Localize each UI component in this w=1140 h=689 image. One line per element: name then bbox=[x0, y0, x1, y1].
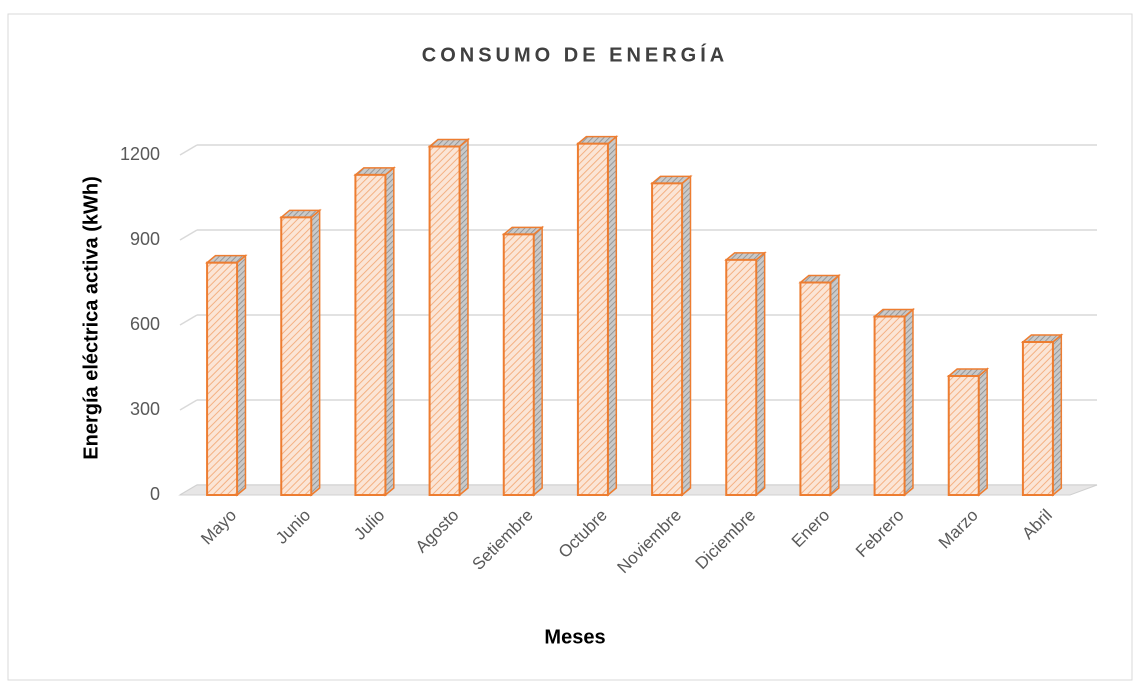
bar-side bbox=[533, 225, 543, 497]
bar-side bbox=[903, 307, 914, 497]
bar-side bbox=[755, 251, 766, 497]
chart-title: CONSUMO DE ENERGÍA bbox=[422, 43, 728, 66]
bar bbox=[1021, 341, 1054, 496]
bar bbox=[428, 145, 461, 496]
chart-border bbox=[7, 13, 1133, 681]
bar bbox=[947, 375, 980, 496]
bar bbox=[206, 261, 239, 496]
grid-line bbox=[179, 144, 198, 156]
grid-line bbox=[179, 229, 198, 241]
bar bbox=[354, 173, 387, 496]
bar bbox=[651, 182, 684, 496]
bar-side bbox=[236, 254, 247, 497]
y-axis-label: Energía eléctrica activa (kWh) bbox=[80, 176, 102, 459]
bar-side bbox=[384, 166, 395, 497]
bar-side bbox=[681, 174, 692, 497]
floor bbox=[178, 484, 1098, 496]
grid-line bbox=[179, 314, 198, 326]
bar-side bbox=[607, 135, 618, 497]
grid-line bbox=[179, 399, 198, 411]
bar-side bbox=[829, 273, 840, 497]
bar bbox=[280, 216, 313, 496]
bar-side bbox=[978, 367, 988, 497]
bar bbox=[576, 142, 609, 497]
y-tick-label: 900 bbox=[130, 229, 160, 249]
bar bbox=[799, 281, 832, 496]
y-tick-label: 1200 bbox=[120, 144, 160, 164]
bar bbox=[502, 233, 535, 496]
bar-side bbox=[458, 137, 469, 497]
y-tick-label: 300 bbox=[130, 399, 160, 419]
y-tick-label: 600 bbox=[130, 314, 160, 334]
x-axis-label: Meses bbox=[544, 626, 605, 648]
y-tick-label: 0 bbox=[150, 484, 160, 504]
bar bbox=[873, 315, 906, 496]
bar-side bbox=[1052, 333, 1063, 497]
bar-side bbox=[310, 208, 321, 497]
bar bbox=[725, 258, 758, 497]
